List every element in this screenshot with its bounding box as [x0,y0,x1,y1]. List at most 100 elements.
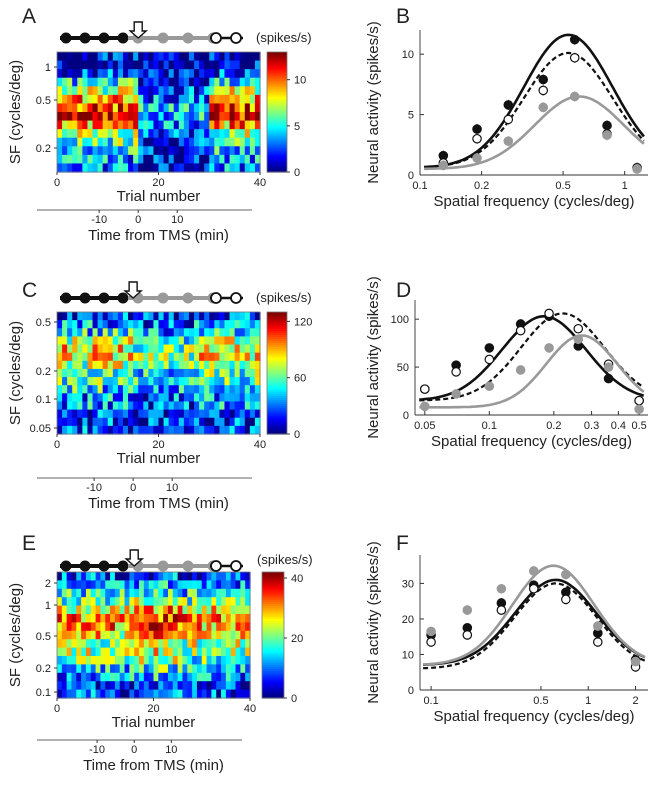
heatmap-cell [76,572,82,581]
heatmap-cell [81,639,87,649]
heatmap-cell [90,614,97,623]
heatmap-cell [129,622,135,632]
heatmap-cell [114,597,121,607]
heatmap-cell [178,320,185,329]
heatmap-cell [163,69,170,79]
heatmap-cell [178,94,185,105]
heatmap-cell [173,401,180,411]
heatmap-cell [105,647,111,657]
colorbar-step [267,100,287,103]
heatmap-cell [209,154,215,165]
heatmap-cell [133,94,139,105]
panel-f-ylabel: Neural activity (spikes/s) [365,541,382,704]
heatmap-cell [214,352,220,362]
heatmap-cell [158,409,165,419]
heatmap-cell [183,336,190,346]
heatmap-cell [225,664,232,674]
heatmap-cell [57,409,63,419]
heatmap-cell [107,393,114,403]
heatmap-cell [153,336,160,346]
heatmap-cell [199,312,205,321]
heatmap-cell [216,605,222,615]
heatmap-cell [67,336,73,346]
heatmap-cell [163,681,169,691]
heatmap-cell [158,639,164,649]
colorbar-step [267,395,287,398]
heatmap-cell [183,352,190,362]
heatmap-cell [199,401,205,411]
panel-c-post-dot-1 [157,292,169,304]
heatmap-cell [117,360,124,370]
colorbar-step [267,370,287,374]
heatmap-cell [224,368,231,378]
heatmap-cell [234,77,241,87]
heatmap-cell [57,614,63,623]
heatmap-cell [173,425,180,435]
heatmap-cell [199,60,205,70]
panel-b-xtick-label: 0.1 [412,180,427,192]
heatmap-cell [163,672,169,682]
heatmap-cell [183,368,190,378]
heatmap-cell [110,588,116,598]
colorbar-step [262,611,284,615]
heatmap-cell [211,614,217,623]
heatmap-cell [61,614,68,623]
heatmap-cell [107,77,114,87]
heatmap-cell [129,647,135,657]
heatmap-cell [158,52,165,62]
colorbar-step [262,635,284,638]
heatmap-cell [158,312,165,321]
heatmap-cell [62,344,68,354]
heatmap-cell [229,86,236,96]
heatmap-cell [66,630,73,640]
heatmap-cell [168,312,175,321]
heatmap-cell [67,320,73,329]
heatmap-cell [138,377,144,386]
colorbar-step [267,98,287,101]
heatmap-cell [128,368,134,378]
heatmap-cell [97,146,104,156]
colorbar-step [267,58,287,61]
panel-d-point-post-early [603,362,614,372]
colorbar-step [267,399,287,403]
heatmap-cell [57,588,63,598]
heatmap-cell [204,352,210,362]
colorbar-step [267,124,287,127]
heatmap-cell [239,69,246,79]
heatmap-cell [129,580,135,590]
heatmap-cell [100,605,106,615]
heatmap-cell [148,86,155,96]
heatmap-cell [143,336,149,346]
heatmap-cell [57,401,63,411]
heatmap-cell [219,360,226,370]
heatmap-cell [249,60,256,70]
heatmap-cell [117,352,124,362]
colorbar-step [267,348,287,352]
heatmap-cell [107,94,114,105]
heatmap-cell [168,154,175,165]
heatmap-cell [105,681,111,691]
heatmap-cell [153,360,160,370]
heatmap-cell [173,409,180,419]
heatmap-cell [114,622,121,632]
heatmap-cell [57,417,63,427]
heatmap-cell [225,614,232,623]
heatmap-cell [143,69,149,79]
heatmap-cell [66,647,73,657]
heatmap-cell [192,647,198,657]
heatmap-cell [221,664,227,674]
heatmap-cell [192,639,198,649]
heatmap-cell [153,656,159,665]
heatmap-cell [138,77,144,87]
heatmap-cell [100,681,106,691]
heatmap-cell [66,672,73,682]
heatmap-cell [124,672,130,682]
heatmap-cell [168,328,175,337]
heatmap-cell [66,622,73,632]
heatmap-cell [234,393,241,403]
heatmap-cell [188,393,195,403]
colorbar-step [267,389,287,392]
heatmap-cell [230,572,237,581]
heatmap-cell [119,672,126,682]
heatmap-cell [234,120,241,130]
